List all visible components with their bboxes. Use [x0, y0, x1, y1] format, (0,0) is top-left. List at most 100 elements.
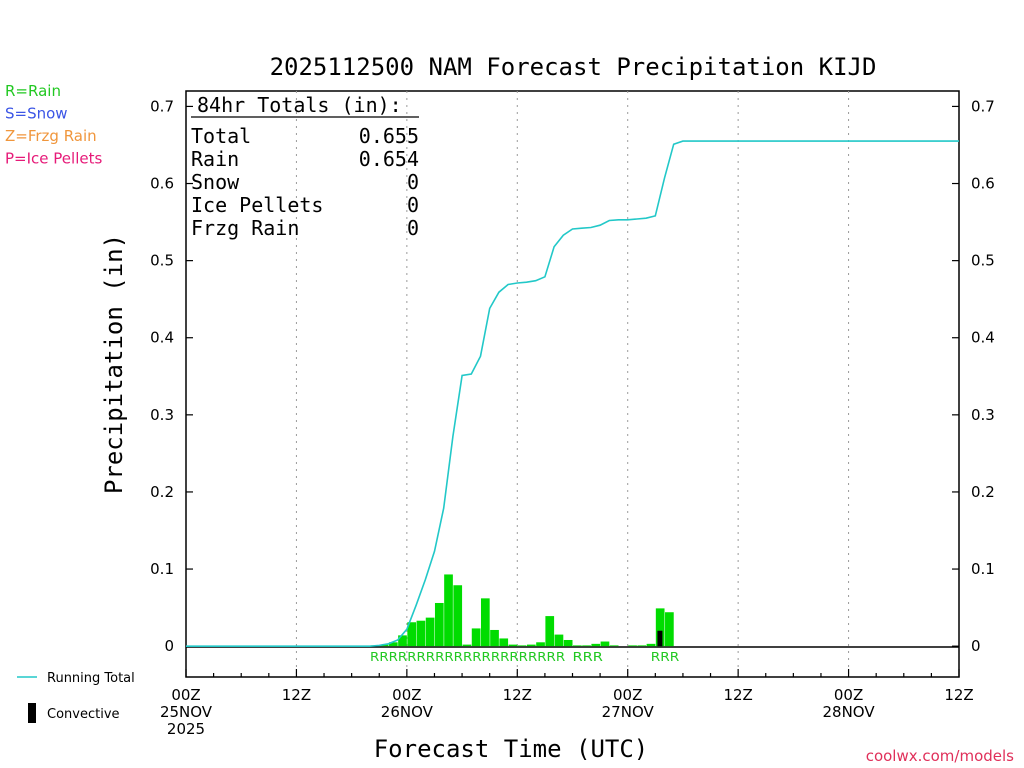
precip-bar [591, 643, 601, 647]
totals-row-value: 0.655 [359, 124, 419, 148]
x-tick-label: 12Z [282, 686, 311, 704]
precip-bar [379, 644, 389, 647]
totals-row-label: Rain [191, 147, 239, 171]
x-tick-label: 12Z [944, 686, 973, 704]
x-tick-label: 25NOV [160, 703, 213, 721]
totals-box: 84hr Totals (in): Total 0.655 Rain 0.654 Sno… [191, 93, 419, 240]
precip-bar [637, 645, 647, 647]
precip-bar [536, 642, 545, 647]
x-tick-label: 12Z [503, 686, 532, 704]
y-tick-label: 0.7 [971, 97, 995, 115]
x-tick-label: 28NOV [823, 703, 876, 721]
y-tick-label: 0.3 [150, 406, 174, 424]
y-tick-label: 0.6 [971, 175, 995, 193]
gridlines [295, 91, 850, 677]
precip-bar [388, 642, 398, 647]
totals-rows: Total 0.655 Rain 0.654 Snow 0 Ice Pellets 0 Frzg… [191, 124, 419, 240]
precip-bar [416, 620, 426, 647]
precip-bar [665, 612, 674, 647]
precip-bar [508, 644, 518, 647]
precip-bar [453, 585, 463, 647]
type-legend-item: P=Ice Pellets [5, 150, 102, 168]
credit-text: coolwx.com/models [866, 747, 1014, 765]
precip-bar [471, 628, 481, 647]
y-tick-label: 0.5 [971, 252, 995, 270]
legend-label: Convective [47, 707, 120, 722]
precip-bar [490, 629, 499, 647]
y-axis-left: 0 0.1 0.2 0.3 0.4 0.5 0.6 0.7 [150, 97, 193, 655]
plot-frame [185, 90, 960, 678]
precip-bar [425, 617, 435, 647]
precip-bar [563, 639, 573, 647]
precip-type-label: RRR [651, 650, 680, 664]
totals-row-value: 0.654 [359, 147, 419, 171]
precip-type-label: RRRRRRRRRRRRRRRRRRRRR [370, 650, 565, 664]
y-tick-label: 0 [164, 637, 174, 655]
precip-bar [609, 645, 619, 647]
y-axis-right: 0 0.1 0.2 0.3 0.4 0.5 0.6 0.7 [952, 97, 995, 655]
totals-row-value: 0 [407, 193, 419, 217]
type-legend-item: S=Snow [5, 105, 68, 123]
precip-type-labels: RRRRRRRRRRRRRRRRRRRRR RRR RRR [370, 650, 679, 664]
y-tick-label: 0.5 [150, 252, 174, 270]
y-tick-label: 0.4 [971, 329, 995, 347]
running-total-line [186, 140, 959, 648]
y-tick-label: 0.7 [150, 97, 174, 115]
line-legend: Running Total Convective [17, 671, 135, 723]
x-tick-label: 00Z [834, 686, 863, 704]
y-tick-label: 0.4 [150, 329, 174, 347]
x-tick-label: 00Z [171, 686, 200, 704]
type-legend-item: R=Rain [5, 82, 61, 100]
precip-type-legend: R=Rain S=Snow Z=Frzg Rain P=Ice Pellets [5, 82, 102, 168]
precip-bar [398, 635, 407, 647]
totals-row-label: Total [191, 124, 251, 148]
precip-bar [545, 616, 555, 647]
y-tick-label: 0.2 [971, 483, 995, 501]
precip-bar [480, 598, 490, 647]
x-tick-label: 12Z [723, 686, 752, 704]
totals-row-value: 0 [407, 170, 419, 194]
precip-bar [517, 645, 527, 647]
precip-bar [646, 643, 656, 647]
y-tick-label: 0.2 [150, 483, 174, 501]
convective-bars [657, 630, 663, 647]
precip-bar [444, 574, 453, 647]
precip-bar [573, 645, 582, 647]
precip-bar [655, 608, 665, 647]
y-tick-label: 0.6 [150, 175, 174, 193]
totals-row-label: Frzg Rain [191, 216, 299, 240]
totals-row-label: Ice Pellets [191, 193, 323, 217]
y-tick-label: 0 [971, 637, 981, 655]
x-tick-label: 26NOV [381, 703, 434, 721]
convective-bar [657, 630, 663, 647]
legend-label: Running Total [47, 671, 135, 686]
y-tick-label: 0.1 [150, 560, 174, 578]
totals-header: 84hr Totals (in): [197, 93, 402, 117]
precip-bar [499, 638, 509, 647]
x-tick-label: 27NOV [602, 703, 655, 721]
precip-bar [600, 641, 610, 647]
hourly-precip-bars [370, 574, 674, 647]
x-tick-label: 00Z [613, 686, 642, 704]
y-tick-label: 0.3 [971, 406, 995, 424]
precip-bar [462, 644, 472, 647]
x-tick-label: 2025 [167, 720, 205, 738]
legend-swatch [28, 703, 36, 723]
y-axis-label: Precipitation (in) [100, 234, 128, 494]
totals-row-value: 0 [407, 216, 419, 240]
precip-bar [582, 645, 591, 647]
precip-bar [526, 644, 536, 647]
totals-row-label: Snow [191, 170, 240, 194]
precip-type-label: RRR [573, 650, 603, 664]
type-legend-item: Z=Frzg Rain [5, 127, 97, 145]
chart-title: 2025112500 NAM Forecast Precipitation KI… [270, 53, 877, 81]
y-tick-label: 0.1 [971, 560, 995, 578]
precip-bar [407, 622, 417, 647]
x-tick-label: 00Z [392, 686, 421, 704]
precip-bar [434, 602, 444, 647]
x-axis-label: Forecast Time (UTC) [374, 735, 649, 763]
precip-bar [628, 645, 637, 647]
precip-bar [554, 634, 564, 647]
